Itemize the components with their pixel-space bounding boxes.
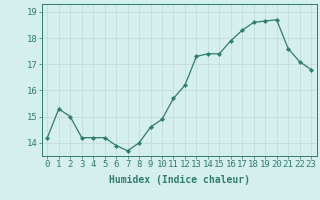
X-axis label: Humidex (Indice chaleur): Humidex (Indice chaleur) (109, 175, 250, 185)
